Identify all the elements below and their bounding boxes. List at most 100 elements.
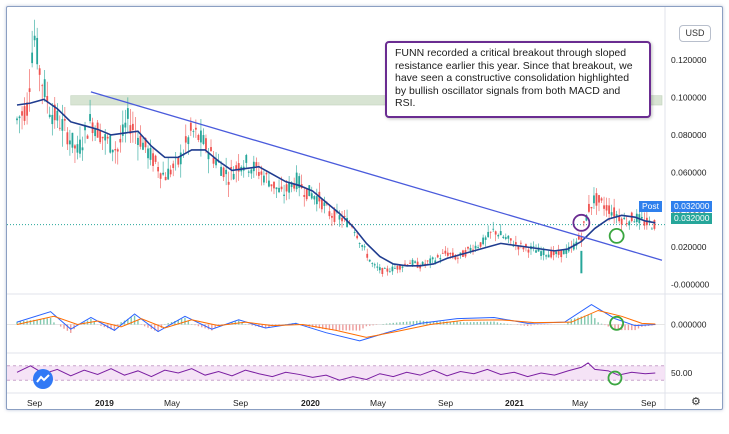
candle-body <box>560 250 563 258</box>
candle-body <box>33 35 36 41</box>
candle-body <box>618 216 621 222</box>
macd-histogram-bar <box>147 324 149 328</box>
macd-line <box>16 304 656 342</box>
candle-body <box>260 171 263 175</box>
candle-body <box>368 259 371 262</box>
macd-histogram-bar <box>526 324 529 327</box>
candle-body <box>275 187 278 190</box>
candle-body <box>252 161 255 172</box>
candle-body <box>16 118 18 121</box>
candle-body <box>212 157 215 164</box>
chart-canvas[interactable]: 0.1200000.1000000.0800000.0600000.040000… <box>7 7 722 409</box>
candle-body <box>585 215 588 221</box>
candle-body <box>394 267 396 269</box>
macd-histogram-bar <box>325 324 327 330</box>
candle-body <box>31 52 34 64</box>
candle-body <box>154 155 157 162</box>
annotation-box: FUNN recorded a critical breakout throug… <box>385 41 651 118</box>
candle-body <box>608 205 610 214</box>
candle-body <box>487 231 490 238</box>
candle-body <box>142 142 144 150</box>
macd-histogram-bar <box>537 324 539 326</box>
candle-body <box>129 125 132 134</box>
candle-body <box>273 181 275 189</box>
macd-histogram-bar <box>261 324 263 328</box>
candle-body <box>159 173 162 179</box>
macd-histogram-bar <box>483 321 485 325</box>
macd-histogram-bar <box>506 323 509 325</box>
candle-body <box>247 171 250 173</box>
candle-body <box>388 271 391 273</box>
macd-histogram-bar <box>214 324 216 329</box>
candle-body <box>308 185 311 197</box>
candle-body <box>225 169 228 175</box>
macd-histogram-bar <box>456 321 458 325</box>
time-axis-label: 2021 <box>505 398 524 408</box>
candle-body <box>459 252 462 255</box>
macd-histogram-bar <box>137 320 139 325</box>
candle-body <box>653 220 656 229</box>
candle-body <box>474 245 477 249</box>
candle-body <box>507 235 510 239</box>
candle-body <box>61 119 64 131</box>
candle-body <box>492 228 495 230</box>
macd-histogram-bar <box>268 324 270 328</box>
candle-body <box>451 252 454 257</box>
post-price-label: Post <box>639 201 663 212</box>
candle-body <box>250 169 253 174</box>
macd-histogram-bar <box>117 324 119 327</box>
candle-body <box>499 231 502 236</box>
post-price-tag: 0.032000 <box>671 201 713 212</box>
candle-body <box>615 214 618 216</box>
candle-body <box>36 37 39 65</box>
rsi-line <box>16 362 656 381</box>
candle-body <box>101 136 104 139</box>
price-axis-label: 0.120000 <box>671 55 707 65</box>
candle-body <box>38 68 41 75</box>
macd-histogram-bar <box>36 319 38 325</box>
macd-histogram-bar <box>567 321 569 325</box>
candle-body <box>346 217 348 227</box>
candle-body <box>482 237 485 245</box>
macd-histogram-bar <box>207 324 210 330</box>
macd-histogram-bar <box>348 324 351 331</box>
candle-body <box>603 205 605 209</box>
macd-histogram-bar <box>16 321 18 325</box>
candle-body <box>502 236 505 238</box>
candle-body <box>361 245 364 247</box>
macd-histogram-bar <box>395 322 398 325</box>
tradingview-logo-icon[interactable] <box>33 369 53 389</box>
candle-body <box>23 106 26 121</box>
candle-body <box>270 184 273 187</box>
candle-body <box>577 235 580 240</box>
candle-body <box>651 228 653 230</box>
macd-histogram-bar <box>416 320 418 325</box>
macd-histogram-bar <box>453 321 455 325</box>
macd-histogram-bar <box>46 318 48 325</box>
candle-body <box>207 152 210 160</box>
macd-histogram-bar <box>63 324 65 329</box>
macd-histogram-bar <box>100 324 102 326</box>
candle-body <box>257 172 260 176</box>
candle-body <box>237 163 240 172</box>
candle-body <box>197 134 200 140</box>
candle-body <box>56 110 59 121</box>
candle-body <box>263 175 265 183</box>
candle-body <box>555 251 558 255</box>
candle-body <box>520 242 522 244</box>
macd-histogram-bar <box>53 322 55 325</box>
candle-body <box>547 254 550 258</box>
candle-body <box>278 187 280 193</box>
candle-body <box>333 209 336 222</box>
candle-body <box>595 193 598 206</box>
macd-histogram-bar <box>338 324 341 331</box>
candle-body <box>149 147 152 160</box>
candle-body <box>557 250 560 255</box>
candle-body <box>446 252 449 256</box>
candle-body <box>628 221 631 226</box>
candle-body <box>51 114 54 125</box>
currency-badge[interactable]: USD <box>679 25 711 42</box>
candle-body <box>41 85 44 87</box>
gear-icon[interactable]: ⚙ <box>691 396 701 408</box>
candle-body <box>74 145 76 149</box>
